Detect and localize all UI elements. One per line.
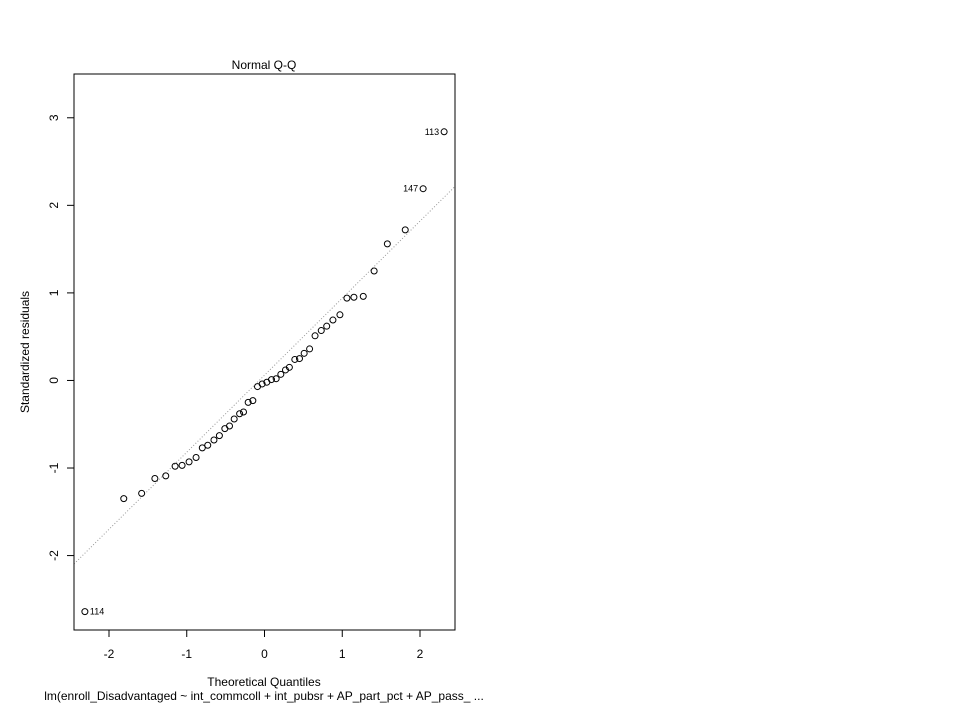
y-tick-label: 0 (47, 377, 61, 384)
qq-point (226, 422, 234, 430)
qq-point (383, 240, 391, 248)
y-tick-label: 1 (47, 289, 61, 296)
chart-title: Normal Q-Q (232, 58, 297, 72)
qq-point (272, 375, 280, 383)
qq-point (359, 292, 367, 300)
y-tick-label: 3 (47, 114, 61, 121)
qq-point (210, 436, 218, 444)
qq-point (291, 355, 299, 363)
qq-point (300, 349, 308, 357)
qq-point (317, 327, 325, 335)
qq-point (192, 454, 200, 462)
qq-point (277, 370, 285, 378)
model-formula-caption: lm(enroll_Disadvantaged ~ int_commcoll +… (44, 689, 484, 703)
x-tick-label: -2 (104, 647, 115, 661)
point-label: 147 (403, 184, 418, 194)
qq-point (138, 489, 146, 497)
qq-point (240, 408, 248, 416)
qq-point (419, 185, 427, 193)
qq-point (151, 475, 159, 483)
qq-point (267, 376, 275, 384)
qq-point (178, 461, 186, 469)
qq-point (329, 316, 337, 324)
qq-point (323, 322, 331, 330)
qq-point (306, 345, 314, 353)
x-tick-label: 0 (261, 647, 268, 661)
qq-point (370, 267, 378, 275)
qq-point (249, 397, 257, 405)
y-tick-label: -2 (47, 550, 61, 561)
x-tick-label: 1 (339, 647, 346, 661)
qq-point (230, 415, 238, 423)
y-tick-label: -1 (47, 462, 61, 473)
qq-point (336, 311, 344, 319)
x-axis-label: Theoretical Quantiles (207, 675, 320, 689)
qq-point (258, 380, 266, 388)
qq-point (185, 458, 193, 466)
qq-point (440, 128, 448, 136)
qq-point (81, 608, 89, 616)
qq-point (343, 294, 351, 302)
qq-point (285, 363, 293, 371)
point-label: 114 (90, 607, 104, 617)
qq-point (244, 398, 252, 406)
x-tick-label: 2 (417, 647, 424, 661)
qq-point (401, 226, 409, 234)
qq-point (198, 444, 206, 452)
qq-point (236, 410, 244, 418)
qq-point (295, 355, 303, 363)
point-label: 113 (425, 127, 439, 137)
y-tick-label: 2 (47, 202, 61, 209)
qq-point (162, 472, 170, 480)
qq-point (215, 432, 223, 440)
qq-point (350, 293, 358, 301)
x-tick-label: -1 (181, 647, 192, 661)
qq-point (120, 495, 128, 503)
y-axis-label: Standardized residuals (18, 291, 32, 413)
qq-point (171, 462, 179, 470)
qq-point (311, 332, 319, 340)
qq-point (204, 441, 212, 449)
